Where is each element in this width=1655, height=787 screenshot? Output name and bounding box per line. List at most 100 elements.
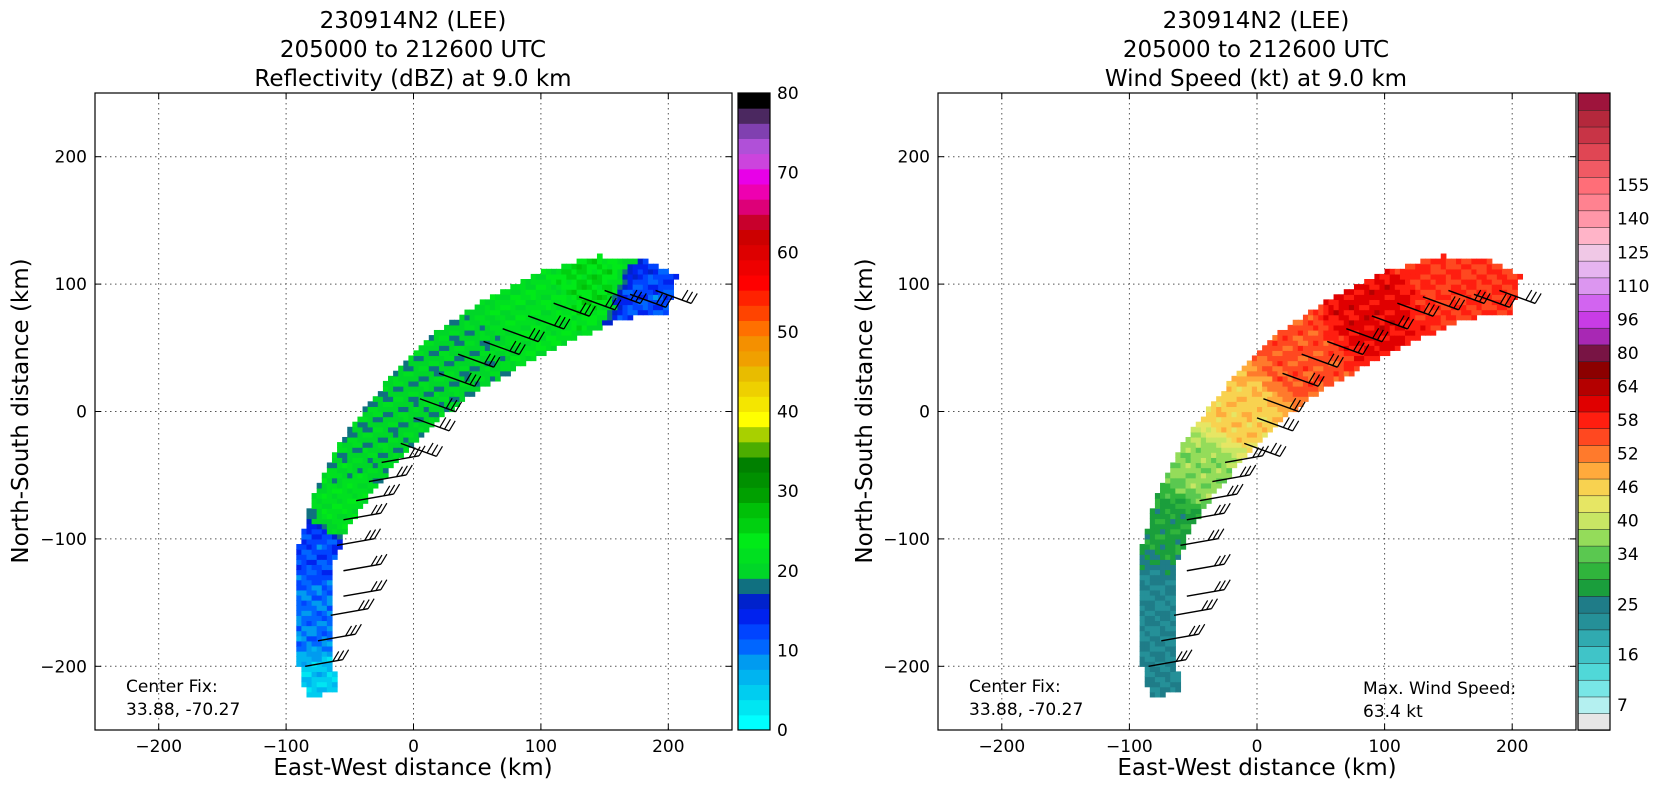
left-field-cell: [438, 401, 445, 408]
right-field-cell: [1461, 284, 1467, 290]
right-field-cell: [1461, 294, 1467, 300]
right-field-cell: [1466, 309, 1472, 316]
right-field-cell: [1139, 656, 1146, 662]
left-colorbar-segment: [738, 593, 770, 610]
right-field-cell: [1139, 584, 1146, 591]
right-field-cell: [1302, 329, 1309, 336]
right-field-cell: [1205, 416, 1212, 423]
left-field-cell: [510, 284, 517, 290]
right-field-cell: [1144, 671, 1151, 678]
right-field-cell: [1241, 447, 1248, 453]
right-field-cell: [1292, 391, 1299, 397]
left-field-cell: [372, 431, 379, 438]
left-field-cell: [326, 559, 333, 565]
left-field-cell: [413, 386, 420, 392]
right-field-cell: [1338, 365, 1345, 372]
left-field-cell: [377, 477, 384, 484]
left-field-cell: [418, 345, 425, 351]
left-barb-flag: [383, 485, 391, 497]
left-field-cell: [525, 319, 532, 326]
right-field-cell: [1415, 335, 1421, 341]
right-field-cell: [1399, 329, 1406, 336]
right-field-cell: [1333, 365, 1340, 372]
left-field-cell: [377, 457, 384, 464]
right-field-cell: [1374, 284, 1381, 290]
right-field-cell: [1160, 574, 1166, 581]
right-field-cell: [1149, 528, 1156, 535]
right-field-cell: [1160, 493, 1166, 499]
right-field-cell: [1374, 273, 1381, 280]
left-field-cell: [668, 284, 674, 290]
left-field-cell: [301, 671, 308, 678]
right-field-cell: [1343, 365, 1350, 372]
right-field-cell: [1226, 467, 1233, 474]
right-field-cell: [1226, 472, 1233, 479]
left-field-cell: [316, 503, 323, 509]
left-field-cell: [337, 493, 343, 499]
left-field-cell: [637, 273, 644, 280]
right-field-cell: [1476, 273, 1483, 280]
right-field-cell: [1185, 513, 1192, 520]
left-field-cell: [576, 329, 583, 336]
right-colorbar-segment: [1577, 461, 1611, 480]
right-field-cell: [1369, 279, 1375, 285]
left-field-cell: [444, 380, 450, 387]
left-field-cell: [398, 436, 404, 443]
right-field-cell: [1420, 279, 1427, 285]
left-field-cell: [525, 350, 532, 357]
left-barb-flag: [337, 650, 345, 661]
left-field-cell: [515, 319, 522, 326]
left-field-cell: [357, 452, 364, 458]
right-field-cell: [1190, 482, 1197, 489]
left-field-cell: [479, 355, 486, 362]
right-field-cell: [1292, 401, 1299, 408]
left-field-cell: [418, 416, 425, 423]
right-field-cell: [1170, 671, 1176, 678]
right-field-cell: [1277, 406, 1284, 413]
right-field-cell: [1154, 594, 1161, 601]
right-field-cell: [1282, 345, 1289, 351]
left-field-cell: [489, 304, 496, 311]
left-field-cell: [311, 528, 318, 535]
left-field-cell: [321, 620, 328, 627]
right-field-cell: [1144, 564, 1151, 571]
left-field-cell: [306, 533, 313, 540]
right-field-cell: [1471, 263, 1478, 270]
left-field-cell: [627, 314, 634, 321]
right-colorbar-segment: [1577, 344, 1611, 362]
right-field-cell: [1180, 447, 1187, 453]
right-field-cell: [1180, 487, 1187, 494]
right-field-cell: [1195, 447, 1202, 453]
left-field-cell: [438, 365, 445, 372]
left-barb-staff: [317, 633, 356, 642]
right-field-cell: [1211, 406, 1217, 413]
right-field-cell: [1415, 314, 1421, 321]
left-field-cell: [602, 294, 608, 300]
right-field-cell: [1308, 335, 1314, 341]
right-field-cell: [1180, 442, 1187, 448]
right-field-cell: [1165, 538, 1171, 545]
left-field-cell: [331, 671, 338, 678]
right-field-cell: [1353, 355, 1360, 362]
right-field-cell: [1399, 294, 1406, 300]
right-field-cell: [1292, 340, 1299, 346]
right-barb-flag: [1223, 579, 1231, 590]
left-field-cell: [337, 477, 343, 484]
right-barb-staff: [1448, 289, 1485, 305]
right-field-cell: [1195, 421, 1202, 428]
right-barb-flag: [1198, 623, 1206, 635]
left-field-cell: [433, 355, 440, 362]
left-field-cell: [566, 329, 573, 336]
left-field-cell: [576, 268, 583, 275]
right-field-cell: [1348, 319, 1355, 326]
right-field-cell: [1160, 498, 1166, 504]
left-field-cell: [321, 564, 328, 571]
left-field-cell: [413, 360, 420, 367]
left-field-cell: [316, 615, 323, 622]
right-field-cell: [1185, 452, 1192, 458]
left-field-cell: [540, 309, 547, 316]
right-field-cell: [1154, 686, 1161, 693]
left-field-cell: [571, 273, 578, 280]
left-field-cell: [388, 421, 394, 428]
right-field-cell: [1170, 656, 1176, 662]
